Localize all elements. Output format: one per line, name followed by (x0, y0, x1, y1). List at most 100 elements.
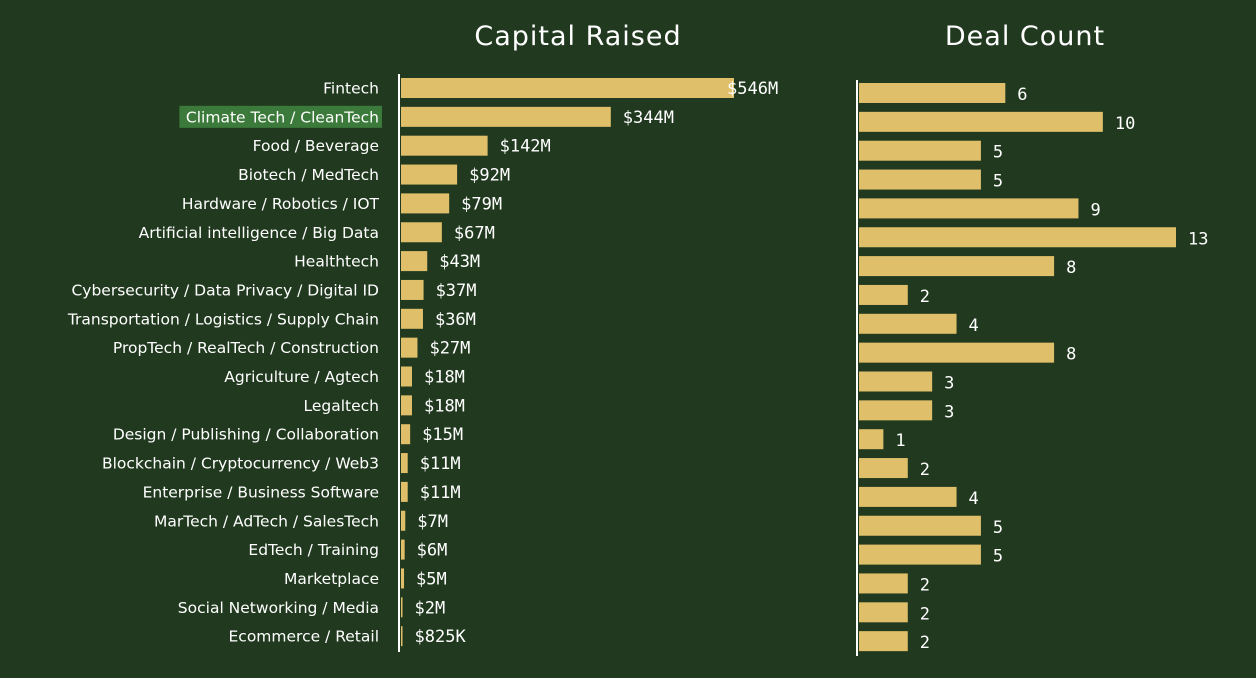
deal-bar (859, 486, 957, 507)
deal-value-label: 10 (1115, 114, 1135, 134)
capital-bar (401, 78, 734, 98)
deal-bar (859, 83, 1006, 103)
capital-bar (401, 424, 411, 445)
deal-value-label: 3 (944, 374, 954, 394)
category-label: Marketplace (284, 570, 379, 588)
deal-bar (859, 602, 908, 623)
category-label: Enterprise / Business Software (143, 483, 379, 501)
category-label: Healthtech (294, 253, 379, 271)
capital-bar (401, 453, 408, 474)
deal-value-label: 5 (993, 547, 1003, 567)
capital-bar (401, 481, 408, 502)
category-label: Agriculture / Agtech (224, 368, 379, 386)
deal-count-title: Deal Count (945, 21, 1105, 52)
deal-value-label: 8 (1066, 345, 1076, 365)
capital-value-label: $92M (469, 166, 510, 186)
capital-bar (401, 337, 418, 358)
category-label: Food / Beverage (253, 137, 379, 155)
capital-value-label: $825K (415, 627, 467, 647)
capital-value-label: $11M (420, 483, 461, 503)
capital-value-label: $15M (422, 425, 463, 445)
capital-value-label: $6M (417, 541, 448, 561)
deal-bar (859, 631, 908, 652)
category-label: EdTech / Training (248, 541, 379, 559)
deal-bar (859, 515, 981, 536)
deal-value-label: 2 (920, 460, 930, 480)
deal-bar (859, 429, 884, 450)
deal-bar (859, 342, 1055, 363)
deal-value-label: 6 (1017, 85, 1027, 105)
category-label: Biotech / MedTech (238, 166, 379, 184)
capital-bar (401, 164, 458, 185)
deal-value-label: 5 (993, 518, 1003, 538)
category-label: Cybersecurity / Data Privacy / Digital I… (71, 281, 379, 299)
category-label: Social Networking / Media (178, 599, 379, 617)
deal-value-label: 1 (895, 431, 905, 451)
deal-bar (859, 573, 908, 594)
capital-bar (401, 597, 403, 618)
capital-value-label: $546M (727, 79, 778, 99)
capital-value-label: $142M (500, 137, 551, 157)
capital-value-label: $2M (415, 598, 446, 618)
capital-value-label: $79M (461, 194, 502, 214)
deal-bar (859, 198, 1079, 219)
deal-value-label: 2 (920, 604, 930, 624)
capital-bar (401, 106, 611, 127)
capital-bar (401, 366, 412, 387)
capital-bar (401, 395, 412, 416)
category-label: Climate Tech / CleanTech (186, 108, 379, 126)
capital-value-label: $67M (454, 223, 495, 243)
deal-bar (859, 140, 981, 161)
category-label: Ecommerce / Retail (229, 628, 380, 646)
highlight-background (179, 105, 382, 128)
deal-value-label: 5 (993, 143, 1003, 163)
capital-bar (401, 539, 405, 560)
deal-value-label: 2 (920, 287, 930, 307)
deal-bar (859, 544, 981, 565)
category-label: Artificial intelligence / Big Data (139, 224, 379, 242)
category-label: Design / Publishing / Collaboration (113, 426, 379, 444)
capital-value-label: $344M (623, 108, 674, 128)
deal-value-label: 2 (920, 575, 930, 595)
capital-value-label: $37M (436, 281, 477, 301)
deal-bar (859, 111, 1103, 132)
category-label: PropTech / RealTech / Construction (113, 339, 379, 357)
capital-bar (401, 222, 442, 243)
category-label: Hardware / Robotics / IOT (182, 195, 380, 213)
deal-bar (859, 458, 908, 479)
deal-value-label: 5 (993, 172, 1003, 192)
deal-value-label: 4 (969, 489, 979, 509)
deal-bar (859, 227, 1176, 248)
capital-bar (401, 568, 405, 589)
deal-bar (859, 371, 933, 392)
capital-bar (401, 193, 450, 214)
capital-bar (401, 626, 403, 647)
capital-value-label: $5M (416, 569, 447, 589)
deal-bar (859, 256, 1055, 277)
deal-value-label: 2 (920, 633, 930, 653)
deal-value-label: 13 (1188, 229, 1208, 249)
capital-value-label: $43M (439, 252, 480, 272)
category-label: Fintech (323, 80, 379, 98)
deal-bar (859, 313, 957, 334)
capital-value-label: $18M (424, 368, 465, 388)
capital-value-label: $27M (429, 339, 470, 359)
capital-value-label: $18M (424, 396, 465, 416)
deal-value-label: 4 (969, 316, 979, 336)
deal-value-label: 3 (944, 402, 954, 422)
capital-raised-title: Capital Raised (474, 21, 681, 52)
category-label: Blockchain / Cryptocurrency / Web3 (102, 455, 379, 473)
capital-raised-bars: Fintech $546M Climate Tech / CleanTech $344… (67, 78, 778, 647)
category-label: MarTech / AdTech / SalesTech (154, 512, 379, 530)
capital-bar (401, 251, 428, 272)
capital-bar (401, 135, 488, 156)
deal-value-label: 8 (1066, 258, 1076, 278)
category-label: Transportation / Logistics / Supply Chai… (67, 310, 379, 328)
category-label: Legaltech (303, 397, 379, 415)
capital-bar (401, 308, 423, 329)
capital-value-label: $7M (417, 512, 448, 532)
deal-bar (859, 284, 908, 305)
